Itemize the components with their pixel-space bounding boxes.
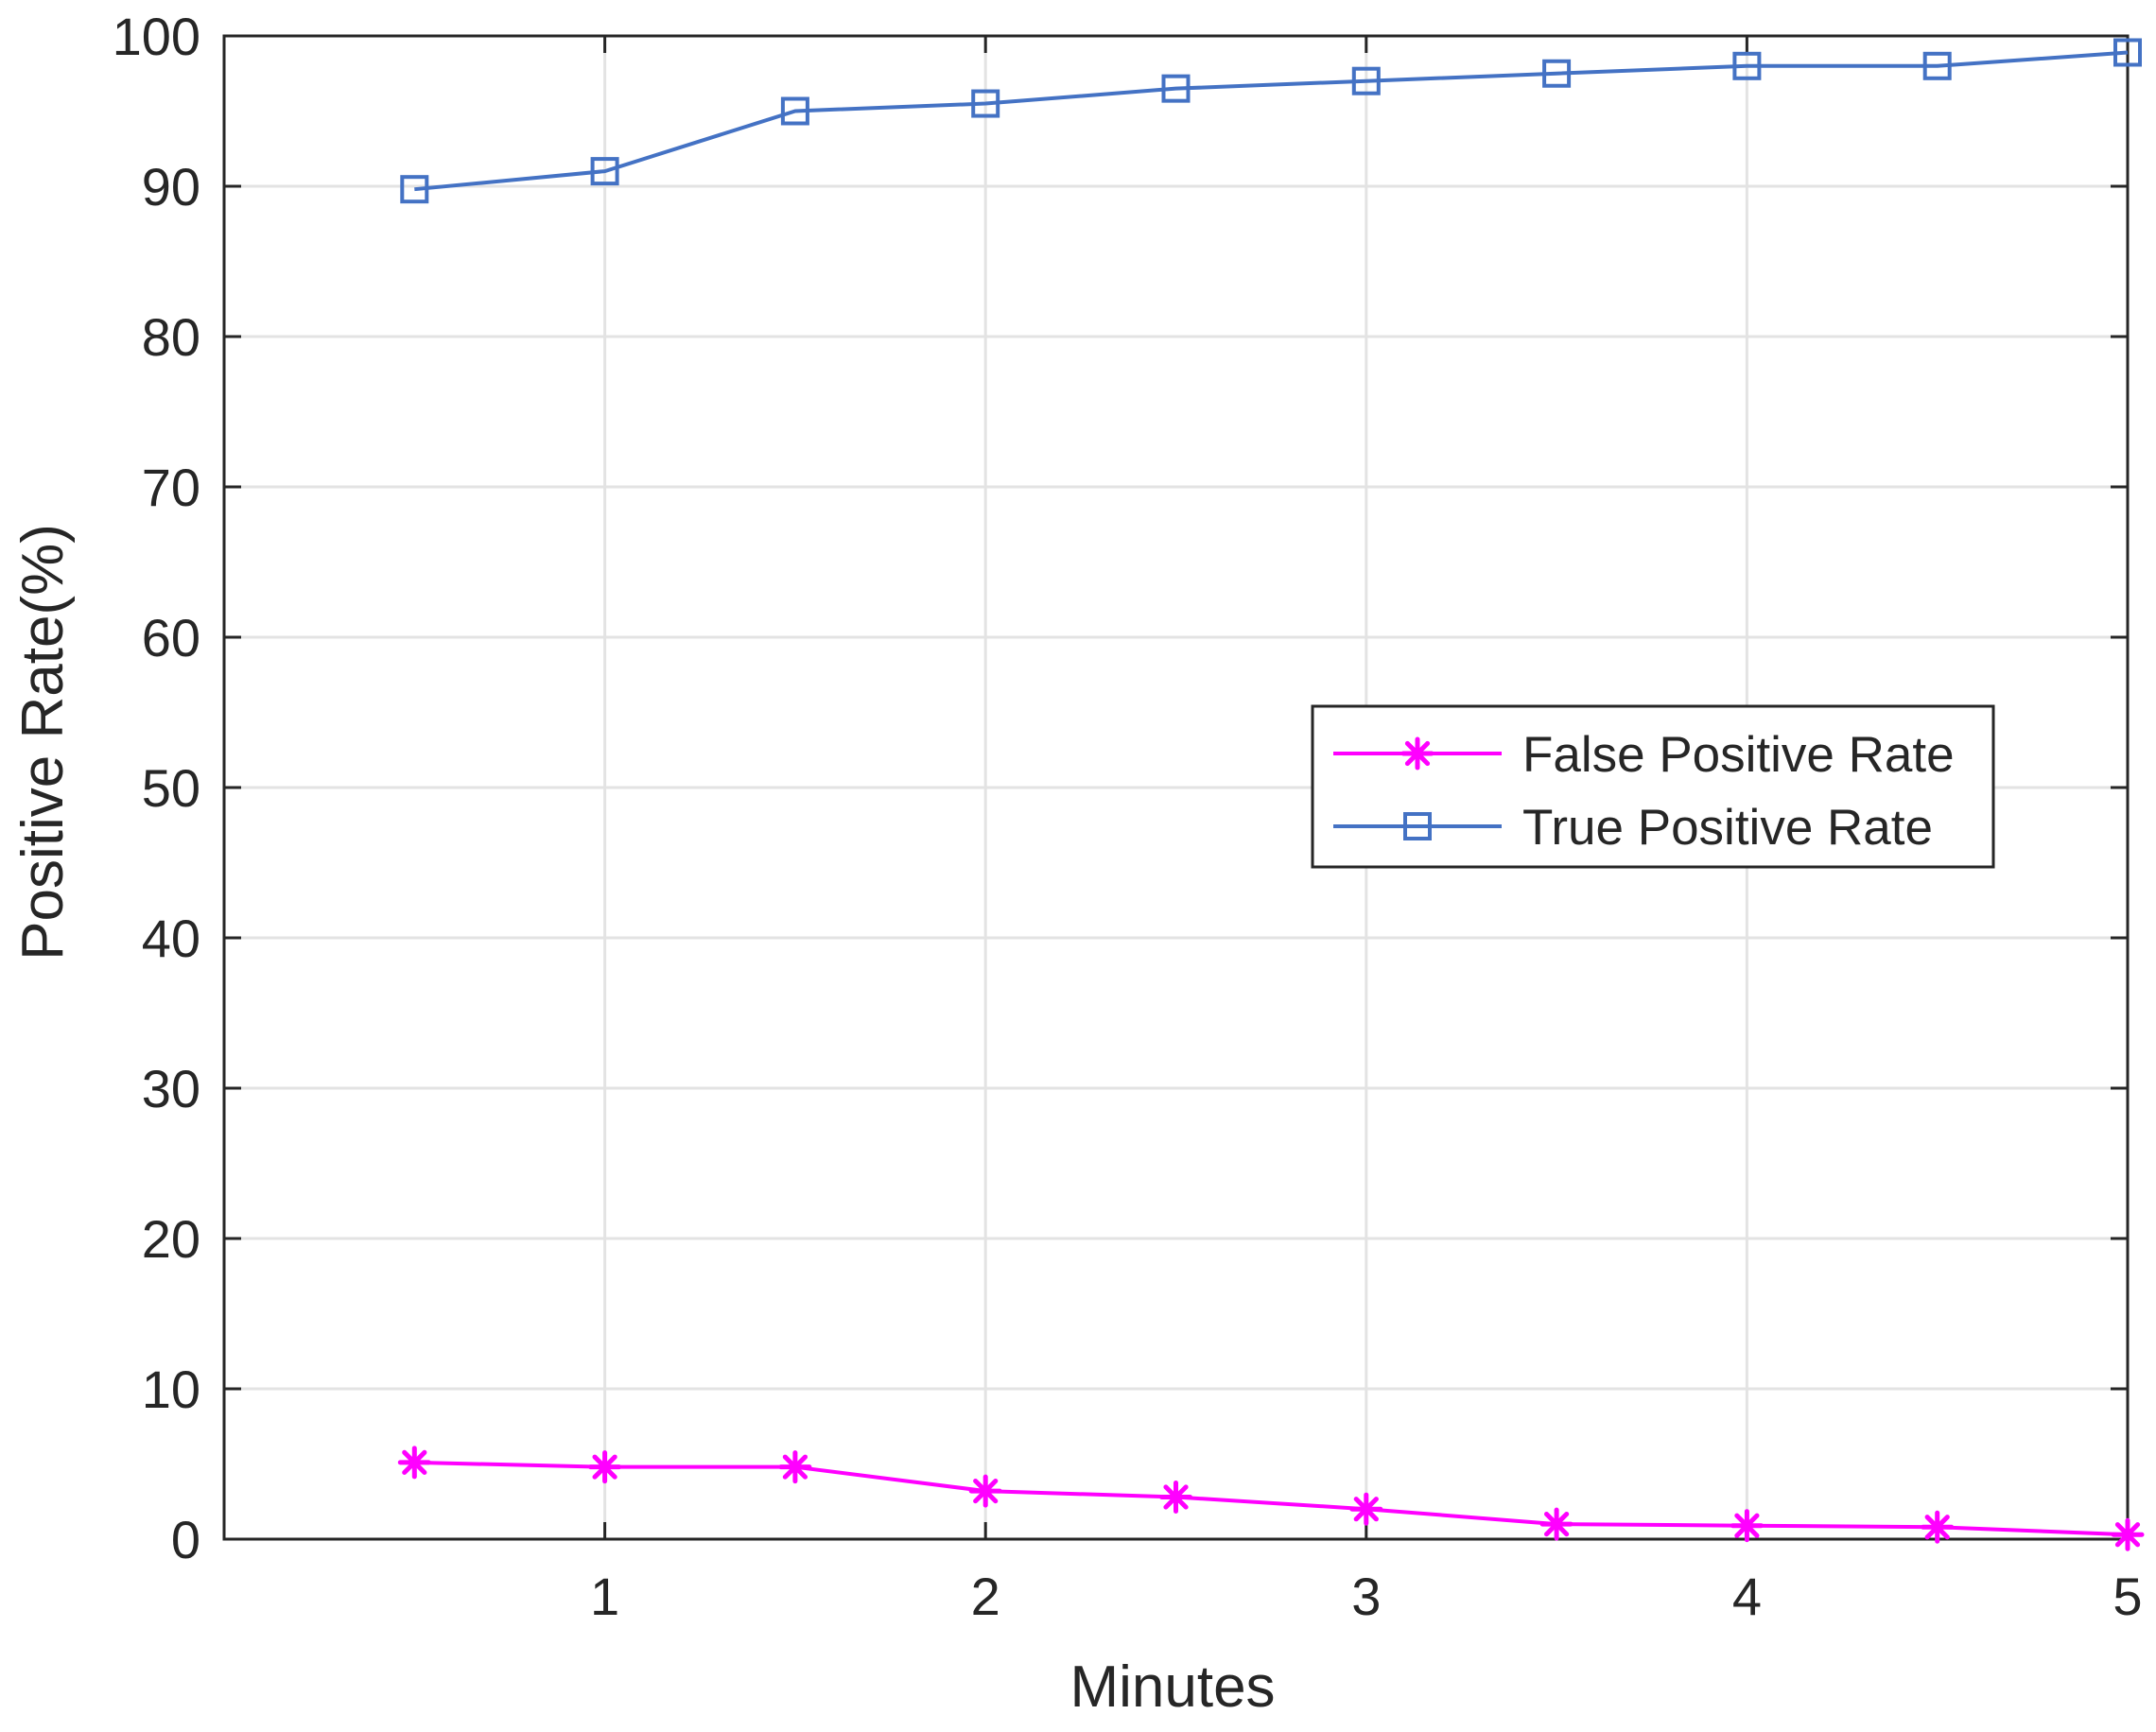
marker-stroke (1734, 1513, 1760, 1538)
data-point (1730, 1509, 1764, 1543)
y-axis-label: Positive Rate(%) (10, 524, 76, 961)
y-tick-label: 30 (142, 1059, 200, 1118)
y-tick-label: 100 (113, 7, 200, 66)
legend-marker (1400, 736, 1434, 771)
legend-item: True Positive Rate (1333, 800, 1933, 856)
legend: False Positive Rate True Positive Rate (1311, 704, 1995, 869)
y-tick-label: 0 (171, 1510, 200, 1569)
marker-stroke (1163, 1484, 1189, 1510)
data-point (590, 157, 619, 186)
data-point (2111, 1517, 2145, 1551)
data-point (397, 1446, 431, 1480)
marker-stroke (1353, 1497, 1379, 1522)
y-tick-label: 70 (142, 458, 200, 517)
series-line (414, 1460, 2129, 1537)
data-point (2113, 38, 2142, 67)
data-point (1921, 1510, 1955, 1544)
marker-stroke (782, 1454, 808, 1480)
marker-stroke (1404, 740, 1431, 767)
x-tick-label: 4 (1732, 1567, 1762, 1626)
marker-stroke (402, 1449, 427, 1476)
data-point (1161, 74, 1191, 103)
x-tick-label: 2 (971, 1567, 1000, 1626)
series-line (414, 50, 2129, 192)
series-true-positive-rate (400, 38, 2142, 204)
data-point (1349, 1492, 1383, 1526)
data-point (971, 89, 1000, 118)
y-tick-label: 90 (142, 157, 200, 216)
legend-marker (1403, 812, 1432, 840)
data-point (1159, 1480, 1192, 1514)
data-point (1351, 66, 1381, 95)
marker-stroke (973, 1479, 999, 1504)
marker-stroke (1543, 1511, 1570, 1537)
data-point (1539, 1507, 1574, 1541)
y-tick-label: 60 (142, 608, 200, 667)
series-layer (397, 38, 2145, 1551)
legend-item: False Positive Rate (1333, 727, 1955, 783)
data-point (400, 175, 429, 204)
y-tick-label: 40 (142, 909, 200, 968)
series-false-positive-rate (397, 1446, 2145, 1551)
legend-label: False Positive Rate (1522, 727, 1955, 783)
y-tick-label: 50 (142, 758, 200, 818)
data-point (588, 1450, 622, 1484)
data-point (1542, 59, 1572, 88)
x-axis-label: Minutes (1069, 1654, 1275, 1720)
axis-labels: Minutes Positive Rate(%) (10, 524, 1276, 1720)
data-point (1732, 51, 1762, 80)
marker-stroke (1924, 1515, 1950, 1540)
y-tick-label: 80 (142, 307, 200, 367)
data-point (778, 1450, 812, 1484)
x-tick-label: 3 (1351, 1567, 1381, 1626)
data-point (780, 96, 809, 126)
x-tick-label: 5 (2113, 1567, 2142, 1626)
marker-stroke (2114, 1522, 2141, 1548)
legend-box: False Positive Rate True Positive Rate (1311, 704, 1995, 869)
y-tick-label: 20 (142, 1209, 200, 1269)
data-point (1922, 51, 1952, 80)
y-tick-label: 10 (142, 1360, 200, 1419)
legend-label: True Positive Rate (1522, 800, 1933, 856)
x-tick-label: 1 (590, 1567, 619, 1626)
marker-stroke (592, 1454, 617, 1480)
data-point (968, 1474, 1002, 1508)
